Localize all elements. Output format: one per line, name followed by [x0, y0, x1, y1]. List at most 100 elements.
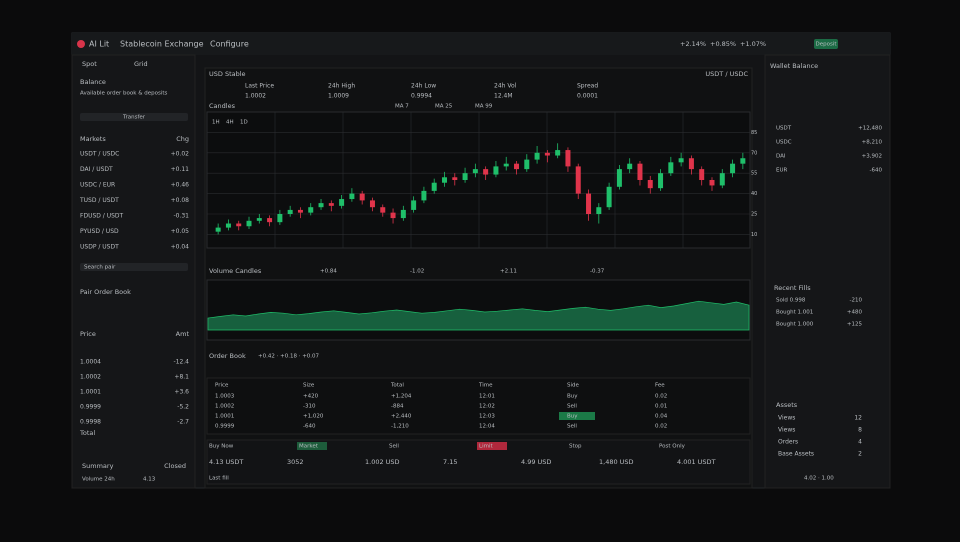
value: Closed — [164, 462, 186, 470]
footer: Last fill — [209, 476, 229, 482]
tab[interactable]: Spot — [82, 60, 97, 68]
left-panel — [71, 54, 196, 489]
candle-body — [411, 200, 417, 210]
book-cell: -640 — [303, 424, 316, 430]
label: Volume 24h — [82, 477, 115, 483]
candle-body — [627, 163, 633, 170]
candle-body — [421, 190, 427, 201]
app-title: Stablecoin Exchange — [120, 40, 204, 49]
indicator: MA 25 — [435, 104, 453, 110]
menu[interactable]: Configure — [210, 40, 249, 49]
asset-count: 2 — [858, 451, 862, 458]
chart-title: Candles — [209, 102, 236, 110]
volume-tab[interactable]: +2.11 — [500, 269, 517, 275]
candle-body — [441, 177, 447, 183]
market-name: USDT / USDC — [80, 151, 119, 158]
market-change: +0.08 — [171, 197, 190, 204]
book-cell: 1.0001 — [215, 414, 234, 420]
market-name: USDC / EUR — [80, 182, 115, 189]
candle-body — [236, 223, 242, 227]
column: Side — [567, 383, 580, 389]
asset-label: Views — [778, 415, 795, 422]
candle-body — [586, 193, 592, 214]
order-book — [206, 377, 751, 435]
asset: DAI — [776, 154, 786, 160]
bottom-label[interactable]: Limit — [479, 444, 493, 450]
deposit-label: Deposit — [815, 42, 837, 48]
bottom-label[interactable]: Buy Now — [209, 444, 234, 450]
book-cell: 1.0003 — [215, 394, 235, 400]
book-cell: -310 — [303, 404, 316, 410]
book-cell: +420 — [303, 394, 319, 400]
candle-body — [452, 177, 458, 180]
y-tick-label: 10 — [751, 232, 757, 238]
fill-name: Sold 0.998 — [776, 298, 806, 304]
stat-value: 1.0002 — [245, 93, 266, 100]
interval[interactable]: 1H — [212, 120, 220, 126]
candle-body — [400, 209, 406, 219]
asset-count: 8 — [858, 427, 862, 434]
candle-body — [544, 152, 550, 156]
label: Total — [79, 429, 95, 437]
candle-body — [709, 180, 715, 186]
search: Search pair — [84, 265, 116, 271]
bottom-label[interactable]: Market — [299, 444, 319, 450]
market-change: +0.46 — [171, 182, 190, 189]
column: Markets — [80, 135, 106, 143]
volume-tab[interactable]: +0.84 — [320, 269, 337, 275]
market-name: PYUSD / USD — [80, 228, 119, 235]
y-tick-label: 85 — [751, 130, 757, 136]
book-cell: +2,440 — [391, 414, 412, 420]
market-change: +0.04 — [171, 244, 190, 251]
volume-tab[interactable]: -1.02 — [410, 269, 424, 275]
bottom-value: 1,480 USD — [599, 458, 634, 466]
column: Time — [478, 383, 493, 389]
candle-body — [596, 207, 602, 214]
market-change: +0.02 — [171, 151, 190, 158]
interval[interactable]: 1D — [240, 120, 248, 126]
candle-body — [606, 186, 612, 208]
volume-tab[interactable]: -0.37 — [590, 269, 605, 275]
candle-body — [215, 227, 221, 232]
book-cell: Sell — [567, 424, 577, 430]
book-cell: +1,020 — [303, 414, 324, 420]
candle-body — [688, 158, 694, 170]
candle-body — [740, 158, 746, 164]
book-cell: 12:01 — [479, 394, 495, 400]
book-cell: 12:03 — [479, 414, 495, 420]
search-field[interactable] — [80, 263, 188, 271]
deposit-button[interactable] — [814, 39, 838, 49]
bottom-label[interactable]: Stop — [569, 444, 582, 450]
candle-body — [699, 169, 705, 180]
book-cell: -884 — [391, 404, 404, 410]
stat-value: 1.0009 — [328, 93, 349, 100]
book-cell: +1,204 — [391, 394, 412, 400]
candle-body — [328, 203, 334, 206]
section-title: Assets — [776, 401, 798, 409]
candle-body — [369, 200, 375, 208]
bottom-label[interactable]: Post Only — [659, 444, 686, 450]
bottom-label[interactable]: Sell — [389, 444, 399, 450]
candle-body — [297, 209, 303, 213]
column: Price — [80, 330, 96, 338]
interval[interactable]: 4H — [226, 120, 234, 126]
candle-body — [308, 207, 314, 213]
market-name: DAI / USDT — [80, 166, 113, 173]
candle-body — [277, 214, 283, 223]
stat-label: Spread — [577, 83, 598, 90]
ticker: +1.07% — [740, 40, 766, 48]
asset-value: +3,902 — [862, 154, 882, 160]
asset-label: Views — [778, 427, 795, 434]
candle-body — [565, 150, 571, 167]
book-amount: +3.6 — [174, 389, 189, 396]
section-title: Pair Order Book — [80, 288, 131, 296]
book-amount: +8.1 — [174, 374, 189, 381]
transfer-button[interactable] — [80, 113, 188, 121]
tab[interactable]: Grid — [134, 60, 148, 68]
asset-value: -640 — [870, 168, 883, 174]
column: Total — [390, 383, 404, 389]
asset: EUR — [776, 168, 788, 174]
bottom-value: 4.13 USDT — [209, 458, 243, 466]
tag — [477, 442, 507, 450]
